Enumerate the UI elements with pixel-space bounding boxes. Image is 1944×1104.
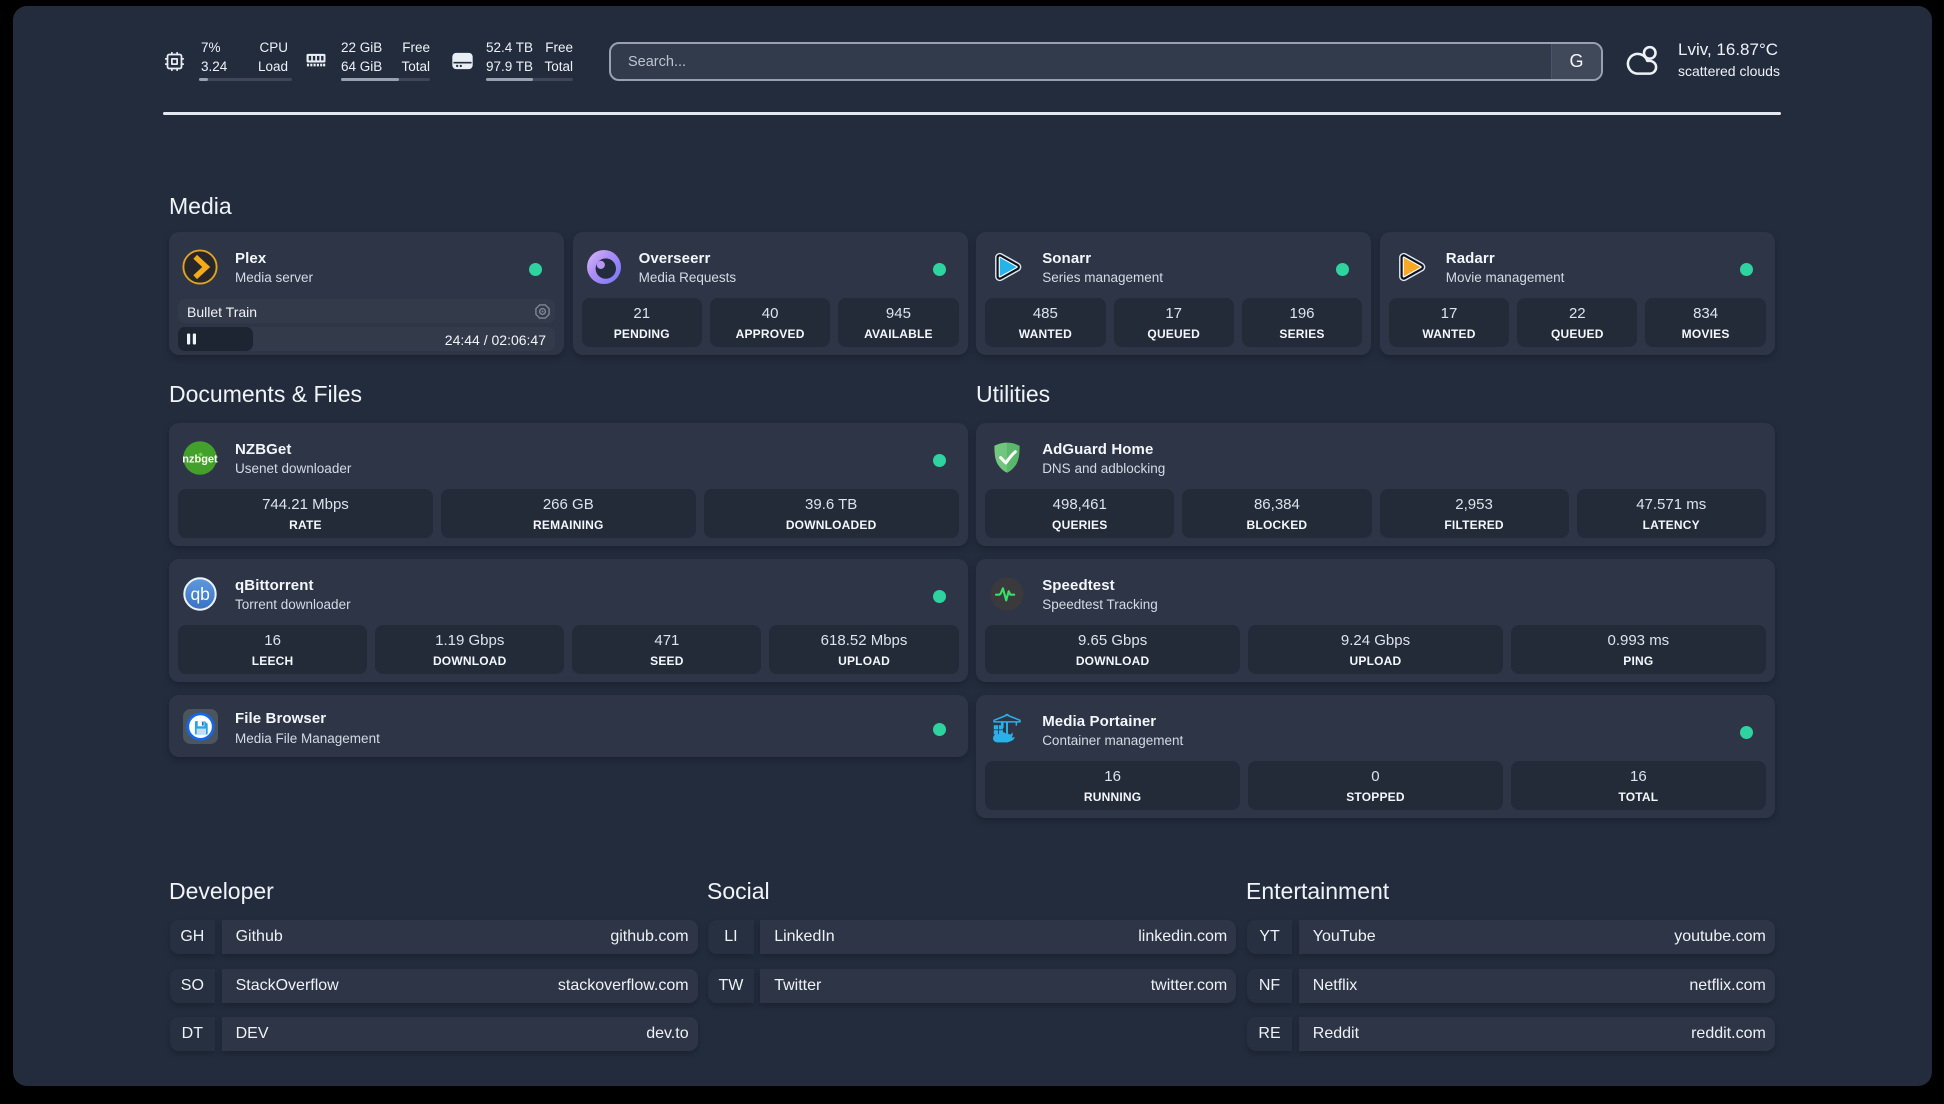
svg-text:qb: qb (190, 584, 209, 604)
svg-text:nzbget: nzbget (182, 454, 218, 466)
